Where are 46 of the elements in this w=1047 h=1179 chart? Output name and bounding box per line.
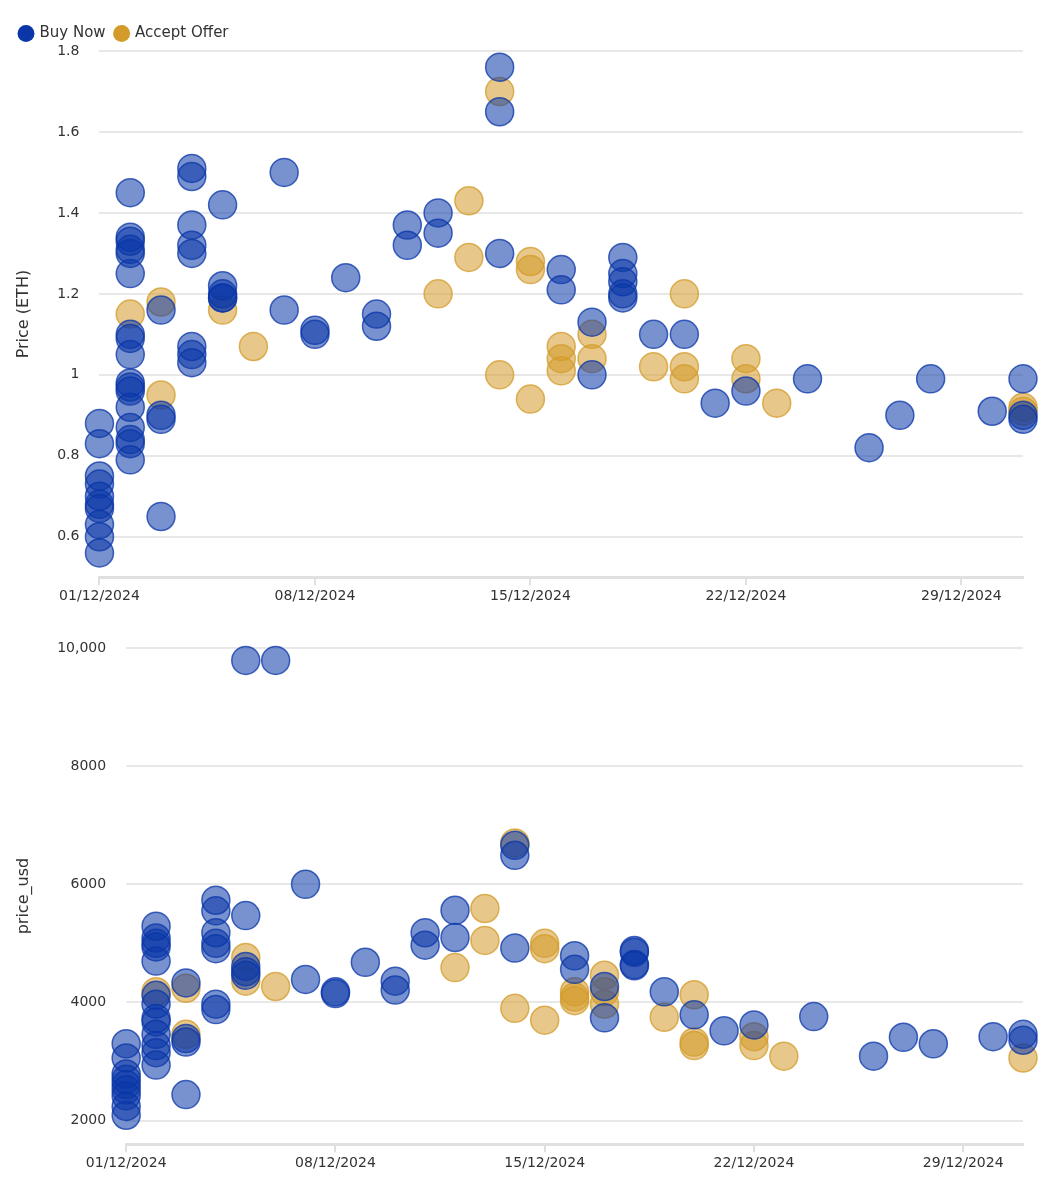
point [669, 364, 700, 394]
point [454, 186, 484, 216]
x-tick-label: 01/12/2024 [59, 587, 140, 604]
point [470, 925, 500, 956]
x-tick-label: 15/12/2024 [504, 1154, 586, 1171]
point [470, 893, 500, 924]
legend-label: Accept Offer [135, 23, 230, 42]
y-tick-label: 8000 [70, 756, 107, 773]
y-tick-label: 6000 [70, 874, 107, 891]
x-tick-label: 22/12/2024 [713, 1154, 795, 1171]
x-tick-label: 01/12/2024 [85, 1154, 167, 1171]
y-tick-label: 1.8 [57, 41, 80, 58]
point [769, 1041, 799, 1071]
y-tick-label: 4000 [70, 993, 107, 1010]
point [515, 384, 546, 414]
point [529, 1005, 560, 1035]
y-tick-label: 1.2 [57, 284, 80, 301]
point [546, 356, 576, 386]
point [423, 279, 453, 309]
y-tick-label: 0.8 [57, 446, 80, 463]
point [260, 971, 291, 1002]
point [238, 331, 269, 362]
x-tick-label: 15/12/2024 [490, 587, 571, 604]
x-tick-label: 08/12/2024 [295, 1154, 376, 1171]
x-tick-label: 22/12/2024 [705, 587, 787, 604]
y-tick-label: 10,000 [57, 638, 107, 655]
point [649, 1002, 680, 1032]
point [500, 993, 530, 1024]
point [454, 242, 484, 273]
y-axis-title: Price (ETH) [12, 269, 32, 359]
legend-label: Buy Now [39, 23, 106, 42]
x-tick-label: 08/12/2024 [274, 587, 356, 604]
y-tick-label: 1.4 [57, 203, 80, 220]
x-tick-label: 29/12/2024 [921, 587, 1002, 604]
point [484, 360, 515, 390]
y-tick-label: 1 [70, 365, 80, 382]
point [638, 351, 669, 382]
y-axis-title: price_usd [12, 857, 33, 935]
point [761, 388, 792, 418]
x-tick-label: 29/12/2024 [922, 1154, 1004, 1171]
y-tick-label: 2000 [70, 1111, 107, 1128]
y-tick-label: 1.6 [57, 122, 80, 139]
point [515, 254, 546, 285]
y-tick-label: 0.6 [57, 527, 80, 544]
point [440, 952, 470, 983]
point [669, 279, 700, 309]
